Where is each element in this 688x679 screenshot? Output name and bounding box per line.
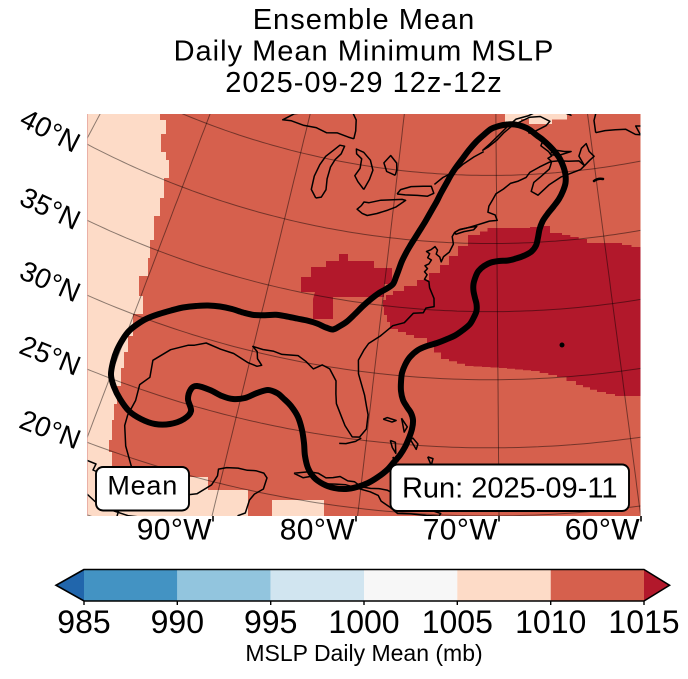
svg-text:1010: 1010 <box>515 604 586 640</box>
svg-text:60°W: 60°W <box>565 514 641 547</box>
svg-text:1015: 1015 <box>608 604 679 640</box>
svg-text:MSLP Daily Mean (mb): MSLP Daily Mean (mb) <box>245 640 482 666</box>
svg-text:Mean: Mean <box>107 471 178 501</box>
svg-text:1005: 1005 <box>422 604 493 640</box>
svg-text:Run: 2025-09-11: Run: 2025-09-11 <box>402 473 618 505</box>
svg-text:70°W: 70°W <box>423 514 499 547</box>
svg-text:Daily Mean Minimum MSLP: Daily Mean Minimum MSLP <box>174 36 555 68</box>
svg-text:Ensemble Mean: Ensemble Mean <box>253 4 476 36</box>
svg-text:995: 995 <box>244 604 297 640</box>
svg-text:985: 985 <box>57 604 110 640</box>
svg-text:2025-09-29 12z-12z: 2025-09-29 12z-12z <box>225 67 503 99</box>
svg-text:90°W: 90°W <box>137 514 213 547</box>
svg-text:1000: 1000 <box>328 604 399 640</box>
svg-text:990: 990 <box>151 604 204 640</box>
svg-text:80°W: 80°W <box>280 514 356 547</box>
